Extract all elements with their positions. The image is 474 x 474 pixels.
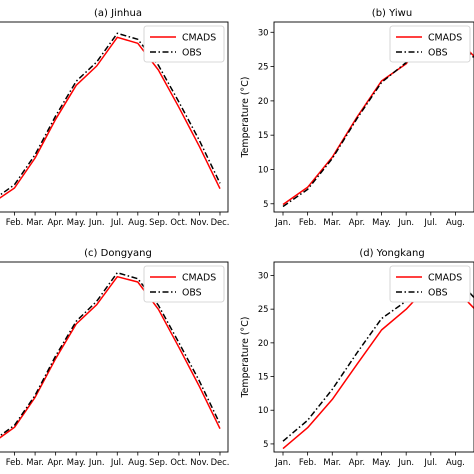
y-tick-label: 25 xyxy=(258,304,269,314)
x-tick-label: Aug. xyxy=(446,457,465,467)
legend-label-cmads: CMADS xyxy=(428,33,462,44)
x-tick-label: Nov. xyxy=(190,457,208,467)
series-line-cmads xyxy=(282,282,474,450)
y-tick-label: 30 xyxy=(258,270,269,280)
panel-2: (b) Yiwu Temperature (°C) 5 10 15 20 25 30 Jan. F… xyxy=(240,8,474,227)
x-tick-label: Jun. xyxy=(88,457,105,467)
legend-label-cmads: CMADS xyxy=(428,273,462,284)
x-tick-label: Jul. xyxy=(423,457,437,467)
chart-title: (d) Yongkang xyxy=(359,248,424,259)
series-line-obs xyxy=(282,269,474,442)
y-tick-label: 5 xyxy=(263,199,268,209)
axes-frame xyxy=(273,21,474,213)
legend: CMADS OBS xyxy=(143,25,225,63)
legend-label-obs: OBS xyxy=(182,48,202,59)
x-tick-label: Jun. xyxy=(397,217,414,227)
x-tick-label: May. xyxy=(67,217,86,227)
y-tick-label: 10 xyxy=(258,164,269,174)
y-axis-label: Temperature (°C) xyxy=(240,317,251,399)
x-tick-label: May. xyxy=(372,217,391,227)
chart-title: (b) Yiwu xyxy=(372,8,412,19)
x-tick-label: Jun. xyxy=(88,217,105,227)
legend-label-cmads: CMADS xyxy=(182,273,216,284)
y-tick-label: 20 xyxy=(258,96,269,106)
legend-label-obs: OBS xyxy=(182,288,202,299)
x-tick-label: Feb. xyxy=(299,217,317,227)
x-tick-label: May. xyxy=(67,457,86,467)
x-tick-label: Apr. xyxy=(47,457,63,467)
x-tick-label: Jan. xyxy=(274,217,291,227)
x-tick-label: Oct. xyxy=(170,457,187,467)
legend: CMADS OBS xyxy=(143,265,225,303)
legend-label-obs: OBS xyxy=(428,288,448,299)
x-tick-label: Aug. xyxy=(128,217,147,227)
x-tick-label: May. xyxy=(372,457,391,467)
x-tick-label: Mar. xyxy=(26,217,44,227)
y-tick-label: 25 xyxy=(258,62,269,72)
legend-box xyxy=(389,25,471,63)
x-tick-label: Oct. xyxy=(170,217,187,227)
x-tick-label: Sep. xyxy=(149,457,167,467)
y-tick-label: 5 xyxy=(263,439,268,449)
x-tick-label: Feb. xyxy=(299,457,317,467)
series-line-cmads xyxy=(0,275,221,439)
panel-4: (d) Yongkang Temperature (°C) 5 10 15 20 25 30 J… xyxy=(240,248,474,467)
y-tick-label: 15 xyxy=(258,372,269,382)
x-tick-label: Feb. xyxy=(6,217,24,227)
x-tick-label: Apr. xyxy=(349,217,365,227)
y-tick-label: 10 xyxy=(258,405,269,415)
series-line-obs xyxy=(0,32,221,196)
chart-title: (a) Jinhua xyxy=(94,8,142,19)
chart-title: (c) Dongyang xyxy=(84,248,152,259)
legend-box xyxy=(143,25,225,63)
legend: CMADS OBS xyxy=(389,25,471,63)
x-tick-label: Jul. xyxy=(110,457,124,467)
x-tick-label: Jun. xyxy=(397,457,414,467)
legend: CMADS OBS xyxy=(389,265,471,303)
x-tick-label: Jul. xyxy=(110,217,124,227)
axes-frame xyxy=(0,21,229,213)
x-tick-label: Aug. xyxy=(128,457,147,467)
x-tick-label: Mar. xyxy=(323,457,341,467)
panel-3: (c) Dongyang Feb. Mar. Apr. May. Jun. Jul. Aug.… xyxy=(0,248,229,467)
series-line-obs xyxy=(282,29,474,208)
y-tick-label: 30 xyxy=(258,27,269,37)
x-tick-label: Sep. xyxy=(149,217,167,227)
x-tick-label: Dec. xyxy=(211,457,230,467)
series-line-obs xyxy=(0,271,221,437)
x-tick-label: Dec. xyxy=(211,217,230,227)
axes-frame xyxy=(0,261,229,453)
axes-frame xyxy=(273,261,474,453)
x-tick-label: Mar. xyxy=(26,457,44,467)
y-tick-label: 20 xyxy=(258,338,269,348)
y-tick-label: 15 xyxy=(258,130,269,140)
x-tick-label: Jul. xyxy=(423,217,437,227)
legend-label-cmads: CMADS xyxy=(182,33,216,44)
x-tick-label: Apr. xyxy=(349,457,365,467)
x-tick-label: Apr. xyxy=(47,217,63,227)
series-line-cmads xyxy=(0,36,221,199)
x-tick-label: Mar. xyxy=(323,217,341,227)
y-axis-label: Temperature (°C) xyxy=(240,77,251,159)
x-tick-label: Nov. xyxy=(190,217,208,227)
x-tick-label: Aug. xyxy=(446,217,465,227)
panel-1: (a) Jinhua Feb. Mar. Apr. May. Jun. Jul. Aug. Se… xyxy=(0,8,229,227)
legend-label-obs: OBS xyxy=(428,48,448,59)
legend-box xyxy=(143,265,225,303)
legend-box xyxy=(389,265,471,303)
x-tick-label: Jan. xyxy=(274,457,291,467)
x-tick-label: Feb. xyxy=(6,457,24,467)
